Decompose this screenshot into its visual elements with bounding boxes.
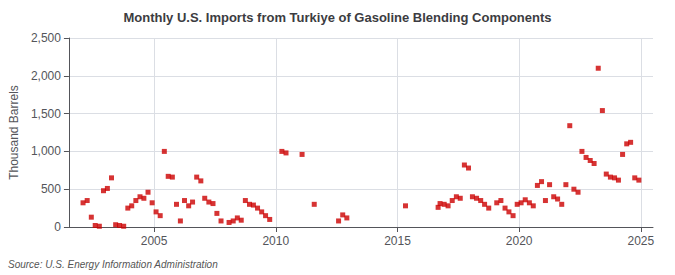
svg-text:2020: 2020 <box>506 234 533 248</box>
svg-text:1,000: 1,000 <box>31 144 61 158</box>
svg-text:2005: 2005 <box>141 234 168 248</box>
svg-text:0: 0 <box>54 220 61 234</box>
svg-text:1,500: 1,500 <box>31 107 61 121</box>
svg-text:2010: 2010 <box>262 234 289 248</box>
svg-text:Source: U.S. Energy Informatio: Source: U.S. Energy Information Administ… <box>8 259 218 270</box>
svg-text:Monthly U.S. Imports from Turk: Monthly U.S. Imports from Turkiye of Gas… <box>123 10 551 25</box>
svg-text:500: 500 <box>41 182 61 196</box>
svg-text:2,000: 2,000 <box>31 69 61 83</box>
svg-text:2015: 2015 <box>384 234 411 248</box>
svg-text:2,500: 2,500 <box>31 31 61 45</box>
svg-text:2025: 2025 <box>627 234 654 248</box>
svg-text:Thousand Barrels: Thousand Barrels <box>7 85 21 180</box>
